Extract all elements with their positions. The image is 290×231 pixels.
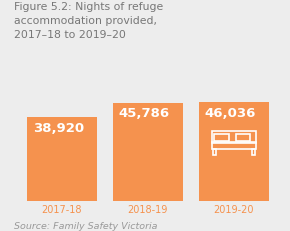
Text: Source: Family Safety Victoria: Source: Family Safety Victoria xyxy=(14,221,158,230)
Bar xyxy=(252,149,255,155)
Text: 45,786: 45,786 xyxy=(119,107,170,120)
Bar xyxy=(214,134,229,141)
Bar xyxy=(199,103,269,201)
Bar xyxy=(212,143,256,149)
Text: 38,920: 38,920 xyxy=(32,121,84,134)
Bar xyxy=(236,134,250,141)
Bar xyxy=(212,132,256,144)
Bar xyxy=(113,103,183,201)
Text: Figure 5.2: Nights of refuge
accommodation provided,
2017–18 to 2019–20: Figure 5.2: Nights of refuge accommodati… xyxy=(14,2,164,40)
Bar xyxy=(27,118,97,201)
Bar xyxy=(213,149,216,155)
Text: 46,036: 46,036 xyxy=(205,106,256,119)
